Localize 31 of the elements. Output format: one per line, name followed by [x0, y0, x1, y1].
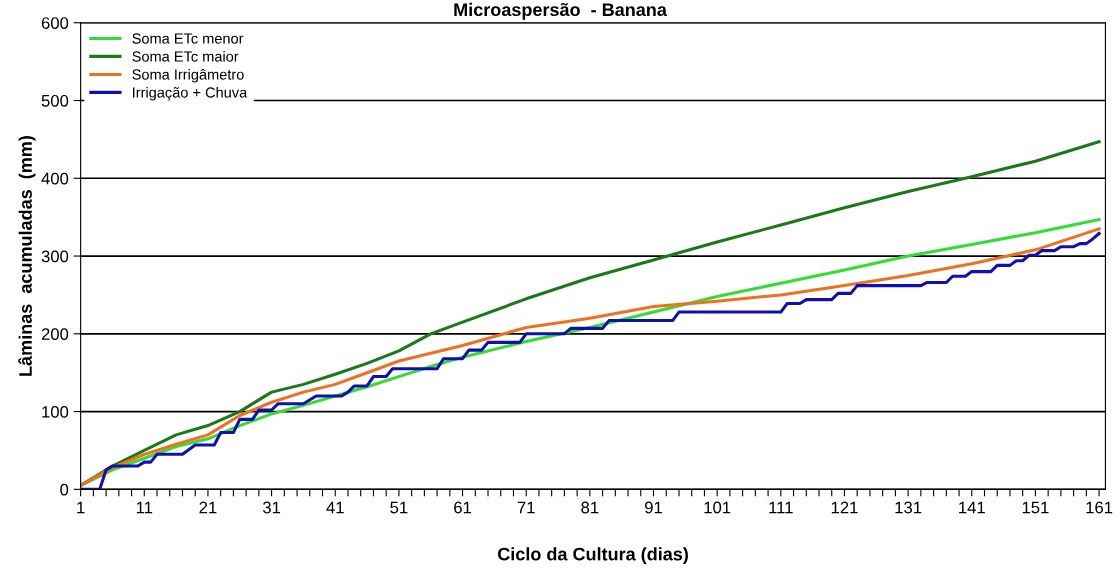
y-tick-label: 300 — [41, 250, 69, 263]
x-tick-label: 31 — [262, 501, 281, 514]
x-tick-label: 121 — [831, 501, 858, 514]
legend-label: Soma ETc maior — [132, 50, 239, 62]
y-tick-label: 0 — [60, 483, 69, 496]
x-tick-label: 71 — [517, 501, 535, 514]
x-tick-label: 41 — [326, 501, 344, 514]
x-tick-label: 101 — [704, 501, 731, 514]
y-tick-label: 100 — [42, 405, 69, 418]
x-tick-label: 141 — [959, 501, 985, 514]
legend-label: Irrigação + Chuva — [133, 86, 248, 101]
x-tick-label: 51 — [390, 501, 408, 514]
x-tick-label: 131 — [895, 501, 922, 514]
x-tick-label: 61 — [454, 501, 472, 514]
x-tick-label: 151 — [1022, 501, 1049, 514]
y-tick-label: 500 — [41, 94, 69, 107]
y-tick-label: 600 — [41, 17, 69, 29]
chart-title: Microaspersão - Banana — [454, 2, 667, 20]
x-tick-label: 161 — [1086, 501, 1113, 514]
legend-label: Soma ETc menor — [132, 33, 244, 44]
y-tick-label: 200 — [41, 328, 69, 341]
legend-label: Soma Irrigâmetro — [132, 68, 244, 83]
x-tick-label: 81 — [581, 501, 599, 514]
x-tick-label: 11 — [136, 501, 153, 514]
y-tick-label: 400 — [41, 172, 69, 185]
x-axis-title: Ciclo da Cultura (dias) — [497, 547, 688, 565]
y-axis-title: Lâminas acumuladas (mm) — [18, 136, 36, 376]
x-tick-label: 91 — [645, 501, 662, 514]
x-tick-label: 111 — [769, 501, 793, 514]
x-tick-label: 1 — [77, 501, 85, 514]
x-tick-label: 21 — [199, 501, 217, 514]
